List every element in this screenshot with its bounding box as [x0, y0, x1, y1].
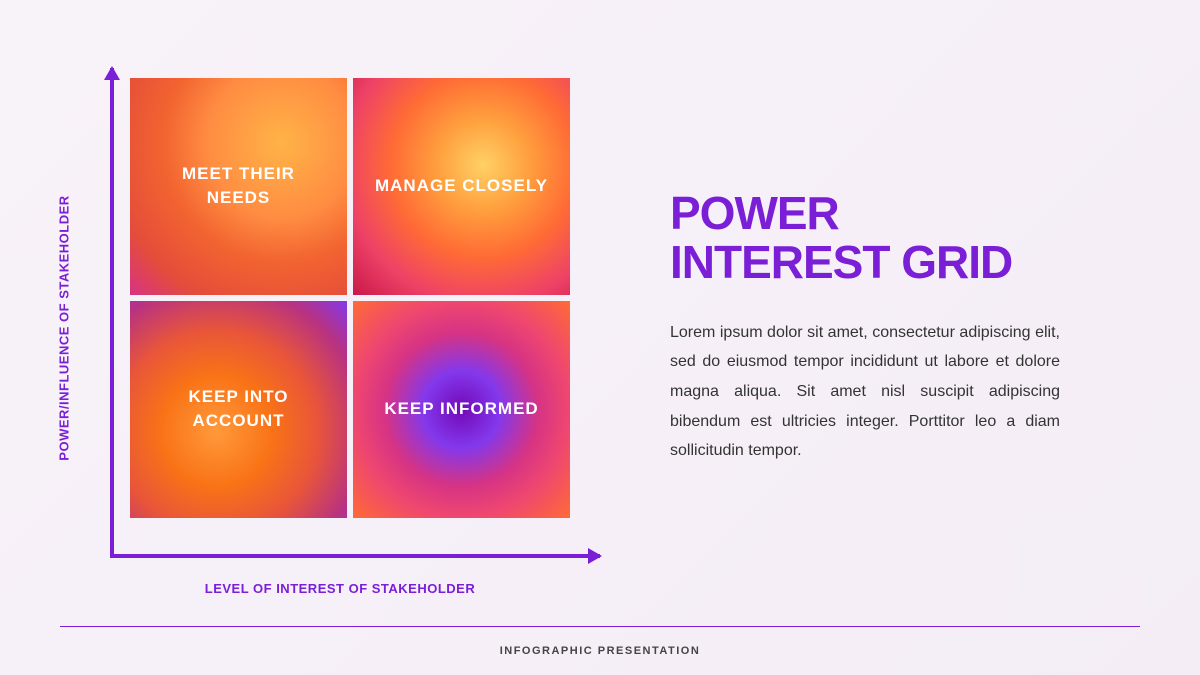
- x-axis-arrowhead: [588, 548, 602, 564]
- quadrant-label: MEET THEIR NEEDS: [150, 162, 327, 210]
- y-axis-label: POWER/INFLUENCE OF STAKEHOLDER: [57, 195, 72, 460]
- x-axis-label: LEVEL OF INTEREST OF STAKEHOLDER: [205, 581, 475, 596]
- slide-body: Lorem ipsum dolor sit amet, consectetur …: [670, 318, 1060, 466]
- content-area: POWER INTEREST GRID Lorem ipsum dolor si…: [600, 189, 1060, 466]
- footer-text: INFOGRAPHIC PRESENTATION: [500, 645, 701, 657]
- x-axis-line: [110, 554, 600, 558]
- quadrant-bottom-right: KEEP INFORMED: [353, 301, 570, 518]
- quadrant-label: MANAGE CLOSELY: [375, 174, 548, 198]
- quadrant-bottom-left: KEEP INTO ACCOUNT: [130, 301, 347, 518]
- y-axis-line: [110, 68, 114, 558]
- quadrant-grid: MEET THEIR NEEDS MANAGE CLOSELY KEEP INT…: [130, 78, 570, 518]
- slide-container: POWER/INFLUENCE OF STAKEHOLDER MEET THEI…: [0, 0, 1200, 675]
- quadrant-label: KEEP INFORMED: [384, 397, 538, 421]
- slide-title: POWER INTEREST GRID: [670, 189, 1060, 286]
- footer-divider: [60, 626, 1140, 628]
- quadrant-top-left: MEET THEIR NEEDS: [130, 78, 347, 295]
- y-axis-arrowhead: [104, 66, 120, 80]
- power-interest-chart: POWER/INFLUENCE OF STAKEHOLDER MEET THEI…: [80, 68, 600, 588]
- quadrant-top-right: MANAGE CLOSELY: [353, 78, 570, 295]
- quadrant-label: KEEP INTO ACCOUNT: [150, 385, 327, 433]
